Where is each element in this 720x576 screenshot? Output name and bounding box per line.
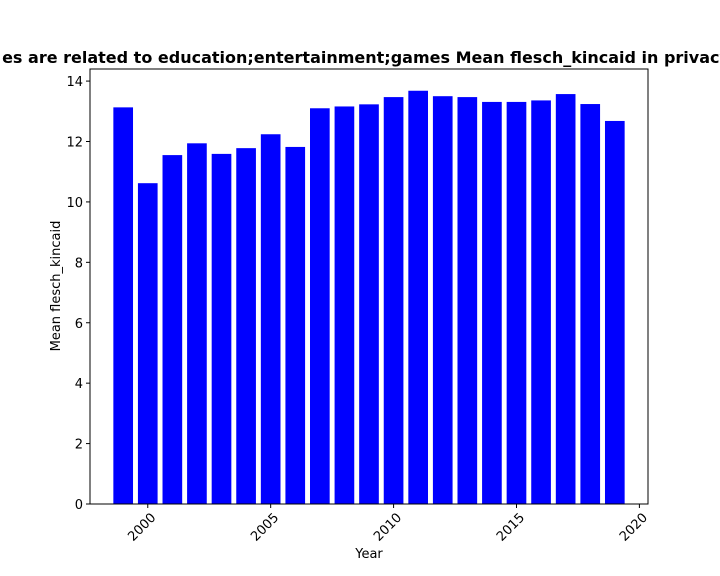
bar-group — [113, 90, 625, 505]
y-tick-label-4: 4 — [75, 377, 83, 392]
bar-2018 — [580, 104, 601, 505]
x-tick-label-2005: 2005 — [248, 511, 282, 545]
bar-2013 — [457, 97, 478, 504]
x-axis: 2000 2005 2010 2015 2020 — [125, 504, 651, 545]
y-tick-label-10: 10 — [66, 196, 83, 211]
bar-2008 — [334, 106, 355, 504]
y-tick-label-2: 2 — [75, 438, 83, 453]
bar-2014 — [482, 101, 502, 504]
bar-2011 — [408, 90, 428, 504]
x-axis-label: Year — [354, 547, 383, 562]
y-tick-label-6: 6 — [75, 317, 83, 332]
bar-2017 — [555, 94, 576, 505]
x-tick-label-2015: 2015 — [494, 511, 528, 545]
bar-2004 — [236, 148, 256, 505]
bar-2007 — [310, 108, 330, 504]
y-axis: 0 2 4 6 8 10 12 14 — [66, 75, 90, 513]
x-tick-label-2020: 2020 — [617, 511, 651, 545]
bar-2012 — [432, 96, 453, 504]
chart-title: es are related to education;entertainmen… — [2, 48, 720, 67]
bar-2009 — [359, 104, 379, 504]
bar-2019 — [604, 120, 625, 504]
bar-2016 — [531, 100, 551, 505]
bar-2000 — [137, 183, 158, 504]
y-axis-label: Mean flesch_kincaid — [49, 221, 64, 352]
bar-2010 — [383, 97, 404, 504]
y-tick-label-12: 12 — [66, 136, 83, 151]
y-tick-label-14: 14 — [66, 75, 83, 90]
bar-2006 — [285, 146, 306, 504]
bar-2003 — [211, 153, 232, 504]
bar-2001 — [162, 155, 183, 504]
x-tick-label-2010: 2010 — [371, 511, 405, 545]
bar-2015 — [506, 101, 527, 504]
y-tick-label-0: 0 — [75, 498, 83, 513]
plot-frame — [89, 68, 649, 505]
bar-2002 — [187, 143, 207, 504]
y-tick-label-8: 8 — [75, 256, 83, 271]
bar-2005 — [260, 134, 281, 504]
x-tick-label-2000: 2000 — [125, 511, 159, 545]
bar-1999 — [113, 107, 134, 504]
